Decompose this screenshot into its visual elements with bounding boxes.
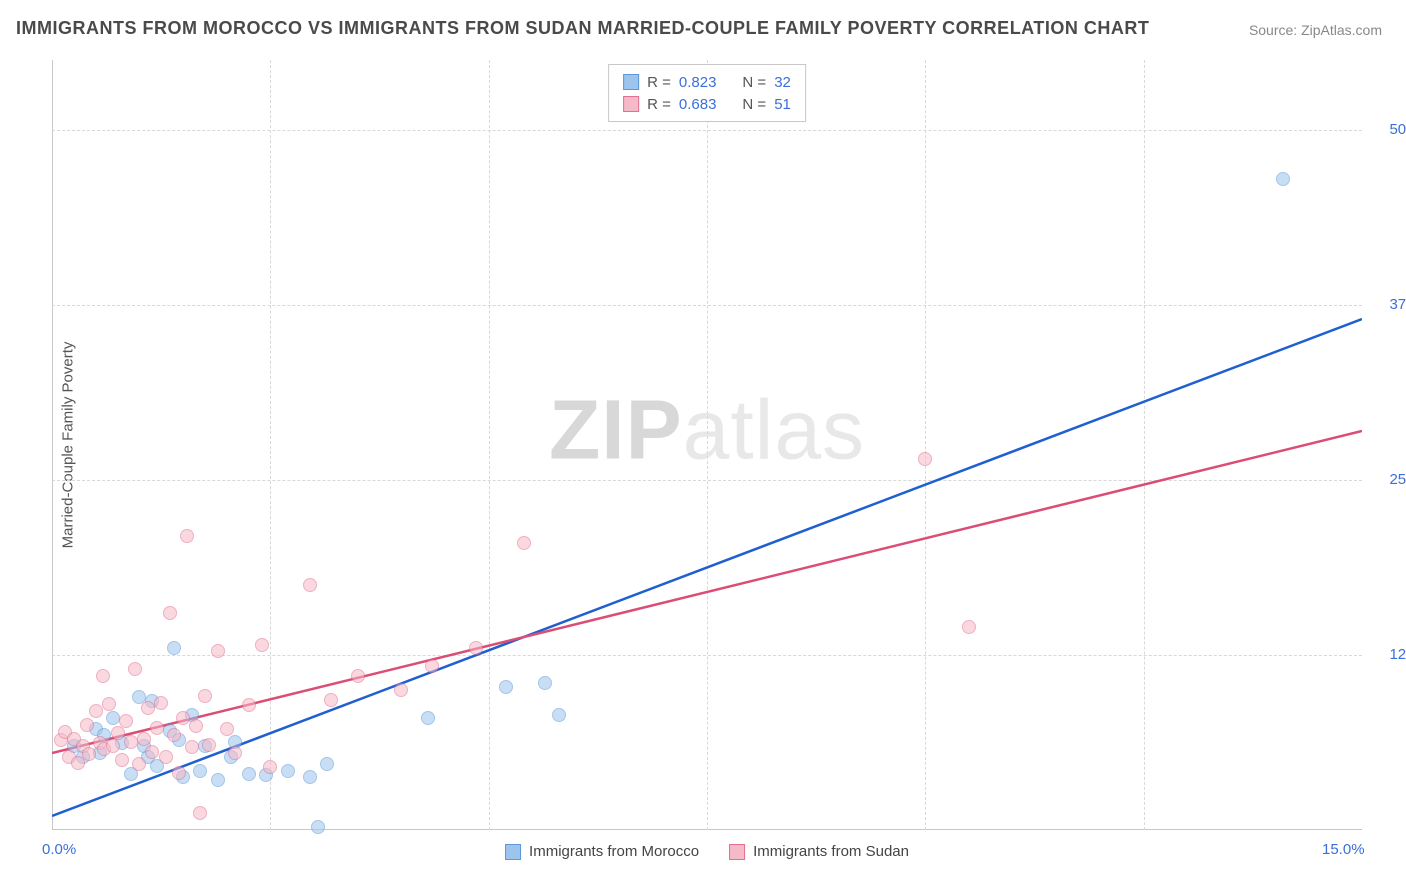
data-point [89, 704, 103, 718]
data-point [132, 757, 146, 771]
data-point [115, 753, 129, 767]
data-point [167, 728, 181, 742]
data-point [469, 641, 483, 655]
data-point [351, 669, 365, 683]
data-point [962, 620, 976, 634]
data-point [80, 718, 94, 732]
data-point [303, 578, 317, 592]
data-point [163, 606, 177, 620]
data-point [220, 722, 234, 736]
data-point [150, 721, 164, 735]
y-axis-label: Married-Couple Family Poverty [60, 342, 77, 549]
data-point [552, 708, 566, 722]
stats-row-sudan: R = 0.683 N = 51 [623, 93, 791, 115]
data-point [255, 638, 269, 652]
data-point [202, 738, 216, 752]
legend-item-morocco: Immigrants from Morocco [505, 843, 699, 860]
swatch-sudan [623, 96, 639, 112]
data-point [96, 669, 110, 683]
data-point [119, 714, 133, 728]
data-point [145, 745, 159, 759]
data-point [281, 764, 295, 778]
legend-item-sudan: Immigrants from Sudan [729, 843, 909, 860]
data-point [159, 750, 173, 764]
data-point [242, 767, 256, 781]
data-point [263, 760, 277, 774]
data-point [176, 711, 190, 725]
swatch-morocco [505, 844, 521, 860]
data-point [499, 680, 513, 694]
series-legend: Immigrants from Morocco Immigrants from … [505, 843, 909, 860]
chart-title: IMMIGRANTS FROM MOROCCO VS IMMIGRANTS FR… [16, 18, 1149, 39]
data-point [193, 806, 207, 820]
chart-container: IMMIGRANTS FROM MOROCCO VS IMMIGRANTS FR… [0, 0, 1406, 892]
data-point [425, 659, 439, 673]
data-point [303, 770, 317, 784]
data-point [128, 662, 142, 676]
stats-row-morocco: R = 0.823 N = 32 [623, 71, 791, 93]
data-point [172, 766, 186, 780]
data-point [137, 732, 151, 746]
swatch-sudan [729, 844, 745, 860]
data-point [211, 773, 225, 787]
data-point [324, 693, 338, 707]
data-point [189, 719, 203, 733]
data-point [124, 735, 138, 749]
data-point [193, 764, 207, 778]
data-point [198, 689, 212, 703]
data-point [106, 739, 120, 753]
y-axis-line [52, 60, 53, 830]
stats-legend: R = 0.823 N = 32 R = 0.683 N = 51 [608, 64, 806, 122]
swatch-morocco [623, 74, 639, 90]
data-point [106, 711, 120, 725]
data-point [102, 697, 116, 711]
data-point [228, 746, 242, 760]
data-point [320, 757, 334, 771]
data-point [918, 452, 932, 466]
data-point [242, 698, 256, 712]
data-point [211, 644, 225, 658]
data-point [82, 747, 96, 761]
data-point [311, 820, 325, 834]
data-point [111, 726, 125, 740]
data-point [154, 696, 168, 710]
data-point [180, 529, 194, 543]
data-point [394, 683, 408, 697]
data-point [141, 701, 155, 715]
data-point [421, 711, 435, 725]
data-point [1276, 172, 1290, 186]
source-attribution: Source: ZipAtlas.com [1249, 22, 1382, 38]
plot-area: ZIPatlas Married-Couple Family Poverty 1… [52, 60, 1362, 830]
data-point [538, 676, 552, 690]
data-point [167, 641, 181, 655]
data-point [517, 536, 531, 550]
data-point [185, 740, 199, 754]
